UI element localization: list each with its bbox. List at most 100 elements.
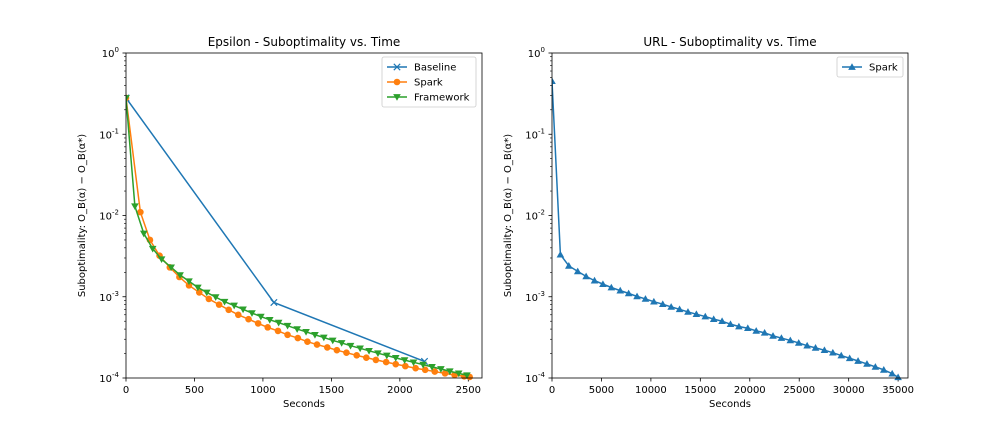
data-point-framework	[194, 284, 202, 292]
data-point-spark	[343, 349, 350, 356]
data-point-framework	[257, 313, 265, 321]
data-point-spark	[392, 360, 400, 368]
data-point-spark	[735, 322, 743, 330]
legend-label: Spark	[869, 63, 898, 74]
data-point-spark	[137, 208, 144, 216]
data-point-spark	[616, 286, 625, 294]
data-point-framework	[337, 340, 346, 347]
data-point-spark	[820, 346, 829, 354]
data-point-spark	[323, 344, 331, 351]
data-point-spark	[333, 346, 341, 354]
x-tick-label: 1000	[250, 385, 275, 396]
data-point-spark	[363, 354, 370, 361]
data-point-framework	[374, 350, 382, 357]
data-point-framework	[419, 361, 427, 369]
data-point-spark	[854, 357, 862, 364]
series-group	[552, 77, 902, 381]
data-point-framework	[176, 272, 184, 279]
legend-label: Spark	[414, 78, 443, 89]
data-point-spark	[441, 370, 449, 377]
data-point-spark	[650, 297, 658, 305]
data-point-spark	[794, 339, 803, 346]
data-point-spark	[607, 283, 616, 291]
legend-box	[836, 56, 904, 78]
y-tick-label: 100	[102, 46, 119, 60]
data-point-spark	[894, 373, 902, 381]
data-point-framework	[311, 331, 319, 339]
data-point-spark	[744, 324, 752, 332]
data-point-spark	[274, 327, 282, 335]
data-point-framework	[428, 364, 436, 371]
x-axis-label: Seconds	[283, 399, 325, 410]
y-tick-label: 10-2	[525, 209, 545, 223]
data-point-spark	[245, 315, 252, 323]
x-axis-label: Seconds	[709, 399, 751, 410]
x-tick-label: 20000	[734, 385, 766, 396]
y-tick-label: 10-3	[525, 290, 545, 304]
data-point-framework	[202, 289, 211, 297]
data-point-framework	[454, 370, 463, 378]
data-point-framework	[148, 245, 157, 253]
data-point-framework	[365, 347, 373, 355]
data-point-framework	[293, 326, 301, 333]
y-axis-label: Suboptimality: O_B(α) − O_B(α*)	[77, 134, 88, 297]
data-point-spark	[599, 280, 607, 287]
data-point-spark	[294, 334, 302, 342]
data-point-framework	[446, 368, 454, 376]
data-point-framework	[265, 316, 274, 324]
x-tick-label: 5000	[589, 385, 614, 396]
data-point-spark	[372, 356, 380, 364]
x-tick-label: 0	[123, 385, 129, 396]
legend-label: Baseline	[414, 63, 456, 74]
data-point-spark	[658, 300, 667, 308]
y-tick-label: 10-1	[525, 127, 545, 141]
data-point-spark	[684, 308, 692, 315]
data-point-spark	[185, 282, 193, 289]
data-point-spark	[304, 338, 311, 345]
data-point-spark	[675, 305, 684, 313]
legend-box	[381, 56, 477, 108]
data-point-spark	[837, 351, 846, 359]
y-tick-label: 10-2	[99, 209, 119, 223]
data-point-spark	[565, 262, 573, 269]
y-tick-label: 10-4	[525, 371, 545, 385]
legend-marker	[393, 94, 401, 101]
x-tick-label: 2000	[387, 385, 412, 396]
data-point-spark	[205, 295, 213, 303]
data-point-spark	[633, 292, 641, 300]
data-point-spark	[811, 344, 820, 351]
chart-panel-1: 0 500 1000 1500 2000 2500 10-4 10-3 10-2 10-1 100 E…	[77, 35, 483, 410]
series-line-spark	[552, 81, 899, 378]
data-point-spark	[879, 366, 888, 373]
y-tick-label: 10-3	[99, 290, 119, 304]
data-point-spark	[726, 320, 735, 328]
data-point-spark	[552, 77, 556, 85]
y-tick-label: 10-1	[99, 127, 119, 141]
data-point-spark	[888, 369, 896, 377]
legend: Baseline Spark Framework	[381, 56, 477, 108]
data-point-spark	[803, 341, 811, 349]
data-point-framework	[320, 334, 328, 342]
data-point-spark	[264, 324, 272, 331]
x-tick-label: 35000	[882, 385, 914, 396]
data-point-framework	[248, 310, 256, 317]
data-point-spark	[760, 329, 769, 336]
data-point-framework	[302, 328, 310, 336]
data-point-baseline	[270, 298, 278, 307]
data-point-framework	[140, 230, 148, 238]
data-point-spark	[412, 364, 419, 372]
legend-label: Framework	[414, 93, 470, 104]
data-point-framework	[400, 357, 409, 364]
x-tick-label: 25000	[783, 385, 815, 396]
data-point-spark	[667, 303, 675, 310]
data-point-spark	[701, 312, 710, 320]
data-point-framework	[211, 294, 220, 301]
y-tick-label: 10-4	[99, 371, 119, 385]
data-point-spark	[590, 276, 599, 284]
data-point-spark	[313, 341, 321, 348]
data-point-framework	[437, 366, 445, 373]
data-point-framework	[356, 345, 364, 353]
series-group	[126, 94, 473, 381]
data-point-spark	[863, 360, 871, 367]
